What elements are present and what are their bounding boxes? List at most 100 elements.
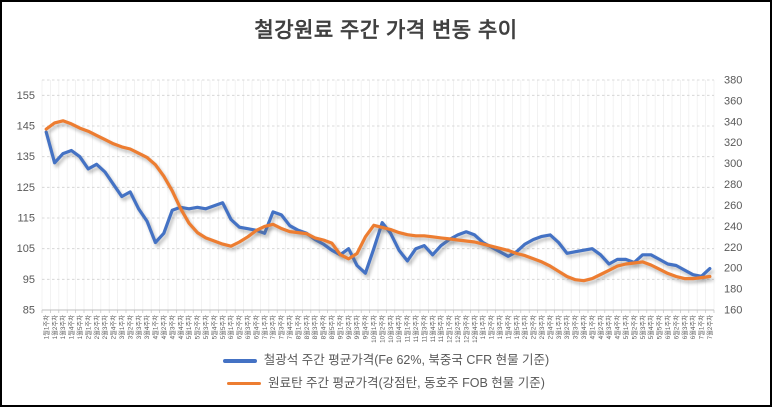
x-axis-tick-label: 4월3주차 (167, 315, 176, 340)
x-axis-tick-label: 5월5주차 (218, 315, 227, 340)
legend-line-swatch-iron-ore (222, 359, 257, 363)
x-axis-tick-label: 6월2주차 (235, 315, 244, 340)
left-axis-tick-label: 155 (17, 90, 35, 102)
x-axis-tick-label: 6월1주차 (663, 315, 672, 340)
x-axis-tick-label: 8월3주차 (310, 315, 319, 340)
right-axis-tick-label: 280 (724, 179, 742, 191)
left-axis-tick-label: 85 (23, 305, 35, 317)
x-axis-tick-label: 1월5주차 (75, 315, 84, 340)
x-axis-tick-label: 3월1주차 (117, 315, 126, 340)
x-axis-tick-label: 8월1주차 (293, 315, 302, 340)
x-axis-tick-label: 4월2주차 (596, 315, 605, 340)
x-axis-tick-label: 12월1주차 (445, 315, 454, 343)
series-line-iron-ore (44, 130, 712, 278)
legend-label-iron-ore: 철광석 주간 평균가격(Fe 62%, 북중국 CFR 현물 기준) (263, 353, 550, 367)
x-axis-tick-label: 4월1주차 (587, 315, 596, 340)
x-axis-tick-label: 2월2주차 (92, 315, 101, 340)
x-axis-tick-label: 12월2주차 (453, 315, 462, 343)
legend-line-swatch-coking-coal (227, 381, 262, 385)
left-axis-tick-label: 125 (17, 182, 35, 194)
x-axis-tick-label: 4월2주차 (159, 315, 168, 340)
x-axis-tick-label: 11월3주차 (419, 315, 428, 343)
x-axis-tick-label: 4월1주차 (151, 315, 160, 340)
left-axis-tick-label: 115 (17, 213, 35, 225)
x-axis-tick-label: 6월4주차 (688, 315, 697, 340)
x-axis-tick-label: 12월4주차 (470, 315, 479, 343)
x-axis-tick-label: 6월2주차 (671, 315, 680, 340)
right-axis-tick-label: 240 (724, 221, 742, 233)
x-axis-tick-label: 5월4주차 (209, 315, 218, 340)
x-axis-tick-label: 9월1주차 (335, 315, 344, 340)
x-axis-tick-label: 5월4주차 (646, 315, 655, 340)
x-axis-tick-label: 5월1주차 (621, 315, 630, 340)
x-axis-tick-label: 1월2주차 (50, 315, 59, 340)
x-axis-tick-label: 2월1주차 (520, 315, 529, 340)
right-axis-tick-label: 360 (724, 95, 742, 107)
x-axis-tick-label: 3월4주차 (142, 315, 151, 340)
chart-title: 철강원료 주간 가격 변동 추이 (254, 19, 518, 42)
left-axis-tick-label: 95 (23, 274, 35, 286)
x-axis-tick-label: 8월2주차 (302, 315, 311, 340)
x-axis-tick-label: 2월1주차 (83, 315, 92, 340)
x-axis-tick-label: 6월4주차 (251, 315, 260, 340)
x-axis-tick-label: 9월4주차 (361, 315, 370, 340)
x-axis-tick-label: 3월3주차 (134, 315, 143, 340)
right-axis-tick-label: 320 (724, 137, 742, 149)
x-axis-tick-label: 5월2주차 (193, 315, 202, 340)
x-axis-tick-label: 1월4주차 (67, 315, 76, 340)
x-axis-tick-label: 1월4주차 (503, 315, 512, 340)
x-axis-tick-label: 1월5주차 (512, 315, 521, 340)
x-axis-tick-label: 10월4주차 (394, 315, 403, 343)
x-axis-tick-label: 5월1주차 (184, 315, 193, 340)
x-axis-tick-label: 1월1주차 (478, 315, 487, 340)
x-axis-tick-label: 9월3주차 (352, 315, 361, 340)
x-axis-tick-label: 6월3주차 (243, 315, 252, 340)
x-axis-tick-label: 8월4주차 (319, 315, 328, 340)
right-axis-tick-label: 220 (724, 242, 742, 254)
legend-item-iron-ore: 철광석 주간 평균가격(Fe 62%, 북중국 CFR 현물 기준) (222, 352, 550, 370)
right-axis-tick-label: 380 (724, 75, 742, 87)
x-axis-tick-label: 2월4주차 (545, 315, 554, 340)
x-axis-tick-label: 7월1주차 (260, 315, 269, 340)
x-axis-tick-label: 3월4주차 (579, 315, 588, 340)
x-axis-tick-label: 10월3주차 (386, 315, 395, 343)
x-axis-tick-label: 1월3주차 (58, 315, 67, 340)
x-axis-tick-label: 9월2주차 (344, 315, 353, 340)
x-axis-tick-label: 8월5주차 (327, 315, 336, 340)
x-axis-tick-label: 3월1주차 (554, 315, 563, 340)
right-axis-tick-label: 180 (724, 284, 742, 296)
right-axis-tick-label: 200 (724, 263, 742, 275)
x-axis-tick-label: 7월2주차 (705, 315, 714, 340)
right-axis-tick-label: 300 (724, 158, 742, 170)
x-axis-tick-label: 4월3주차 (604, 315, 613, 340)
legend: 철광석 주간 평균가격(Fe 62%, 북중국 CFR 현물 기준) 원료탄 주… (2, 352, 770, 392)
x-axis-tick-label: 6월3주차 (680, 315, 689, 340)
x-axis-tick-label: 5월3주차 (638, 315, 647, 340)
x-axis-tick-label: 2월4주차 (109, 315, 118, 340)
x-axis-tick-label: 10월1주차 (369, 315, 378, 343)
left-axis-tick-label: 105 (17, 243, 35, 255)
x-axis-tick-label: 11월4주차 (428, 315, 437, 343)
legend-label-coking-coal: 원료탄 주간 평균가격(강점탄, 동호주 FOB 현물 기준) (268, 375, 545, 390)
x-axis-tick-label: 3월2주차 (562, 315, 571, 340)
right-axis-tick-label: 260 (724, 200, 742, 212)
left-axis-tick-label: 145 (17, 121, 35, 133)
x-axis-tick-label: 4월4주차 (613, 315, 622, 340)
x-axis-tick-label: 7월4주차 (285, 315, 294, 340)
x-axis-tick-label: 2월3주차 (100, 315, 109, 340)
x-axis-tick-label: 11월5주차 (436, 315, 445, 343)
x-axis-tick-label: 6월1주차 (226, 315, 235, 340)
x-axis-tick-label: 3월3주차 (571, 315, 580, 340)
x-axis-tick-label: 12월3주차 (461, 315, 470, 343)
x-axis-tick-label: 5월5주차 (655, 315, 664, 340)
right-axis-tick-label: 160 (724, 305, 742, 317)
series-line-coking-coal (44, 119, 712, 283)
x-axis-tick-label: 7월1주차 (697, 315, 706, 340)
x-axis-tick-label: 5월2주차 (629, 315, 638, 340)
plot-area: 85 95 105 115 125 135 145 155 160 180 200 220 240 260… (17, 75, 743, 343)
x-axis-tick-label: 1월1주차 (41, 315, 50, 340)
right-axis-tick-label: 340 (724, 116, 742, 128)
x-axis-tick-label: 4월4주차 (176, 315, 185, 340)
x-axis-tick-label: 11월1주차 (403, 315, 412, 343)
